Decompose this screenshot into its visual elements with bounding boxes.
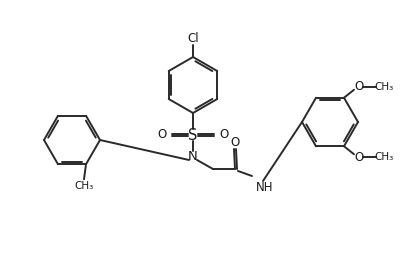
Text: S: S [188,127,198,143]
Text: NH: NH [256,181,273,194]
Text: O: O [158,129,167,141]
Text: CH₃: CH₃ [374,152,394,162]
Text: O: O [354,80,364,93]
Text: Cl: Cl [187,32,199,46]
Text: O: O [231,136,240,148]
Text: N: N [188,150,198,164]
Text: CH₃: CH₃ [74,181,94,191]
Text: CH₃: CH₃ [374,82,394,92]
Text: O: O [219,129,228,141]
Text: O: O [354,151,364,164]
